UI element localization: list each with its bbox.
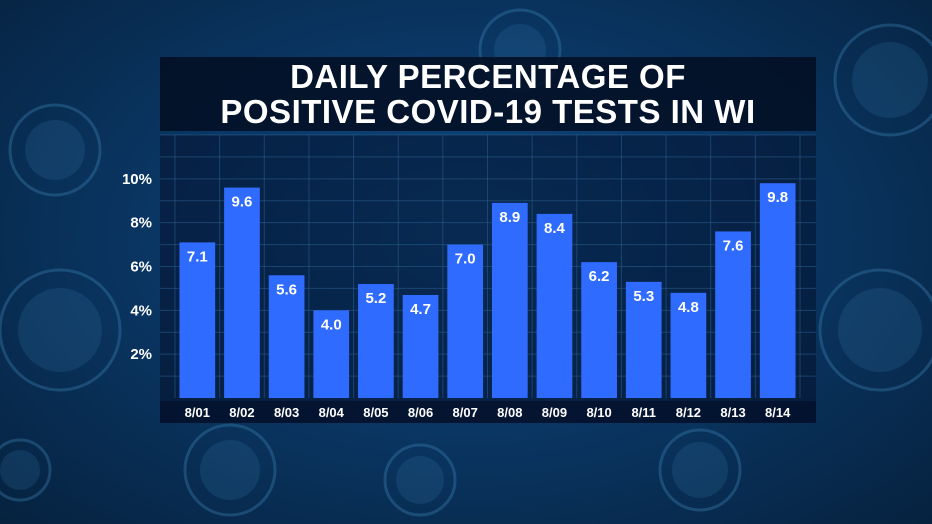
bar: [313, 310, 350, 398]
y-tick-label: 2%: [130, 346, 152, 363]
bar-value-label: 8.4: [544, 220, 566, 237]
x-tick-label: 8/14: [765, 405, 791, 420]
bar-value-label: 7.0: [455, 251, 476, 268]
bar-value-label: 4.0: [321, 316, 342, 333]
chart-title: DAILY PERCENTAGE OF POSITIVE COVID-19 TE…: [160, 57, 816, 131]
x-axis: 8/01 8/02 8/03 8/04 8/05 8/06 8/07 8/08 8/09 8/10…: [185, 405, 791, 420]
bar: [670, 292, 707, 398]
bar: [224, 187, 260, 398]
bar-value-label: 5.2: [365, 290, 386, 307]
y-tick-label: 6%: [130, 259, 152, 276]
x-tick-label: 8/11: [631, 405, 656, 420]
y-tick-label: 10%: [122, 171, 152, 188]
bar: [447, 244, 484, 398]
bars: 7.1 9.6 5.6 4.0 5.2 4.7 7.0 8.9 8.4 6.2 5.3 4.8 7.6 9…: [179, 183, 796, 398]
y-tick-label: 8%: [130, 215, 152, 232]
bar: [358, 284, 394, 398]
bar: [179, 242, 216, 398]
bar: [715, 231, 751, 398]
x-tick-label: 8/13: [720, 405, 745, 420]
x-tick-label: 8/03: [274, 405, 299, 420]
bar-value-label: 4.8: [678, 299, 699, 316]
bar: [581, 262, 617, 398]
bar: [402, 294, 439, 398]
y-axis: 2% 4% 6% 8% 10%: [122, 171, 152, 363]
x-tick-label: 8/10: [586, 405, 611, 420]
bar-value-label: 9.8: [767, 189, 788, 206]
x-tick-label: 8/04: [319, 405, 345, 420]
x-tick-label: 8/08: [497, 405, 522, 420]
bar: [491, 202, 528, 398]
y-tick-label: 4%: [130, 302, 152, 319]
chart-title-line-1: DAILY PERCENTAGE OF: [290, 58, 686, 95]
bar-value-label: 6.2: [589, 268, 610, 285]
bar-value-label: 7.1: [187, 248, 208, 265]
bar: [268, 275, 305, 398]
bar: [625, 281, 662, 398]
x-tick-label: 8/01: [185, 405, 210, 420]
bar: [536, 213, 573, 398]
bar-value-label: 7.6: [723, 237, 744, 254]
bar-value-label: 5.3: [633, 288, 654, 305]
chart-title-line-2: POSITIVE COVID-19 TESTS IN WI: [220, 93, 756, 130]
x-tick-label: 8/06: [408, 405, 433, 420]
bar-value-label: 9.6: [232, 194, 253, 211]
x-tick-label: 8/09: [542, 405, 567, 420]
x-tick-label: 8/07: [453, 405, 478, 420]
bar: [759, 183, 796, 398]
x-tick-label: 8/12: [676, 405, 701, 420]
bar-value-label: 4.7: [410, 301, 431, 318]
x-tick-label: 8/02: [229, 405, 254, 420]
x-axis-band: [160, 401, 816, 423]
x-tick-label: 8/05: [363, 405, 388, 420]
bar-value-label: 5.6: [276, 281, 297, 298]
bar-value-label: 8.9: [499, 209, 520, 226]
